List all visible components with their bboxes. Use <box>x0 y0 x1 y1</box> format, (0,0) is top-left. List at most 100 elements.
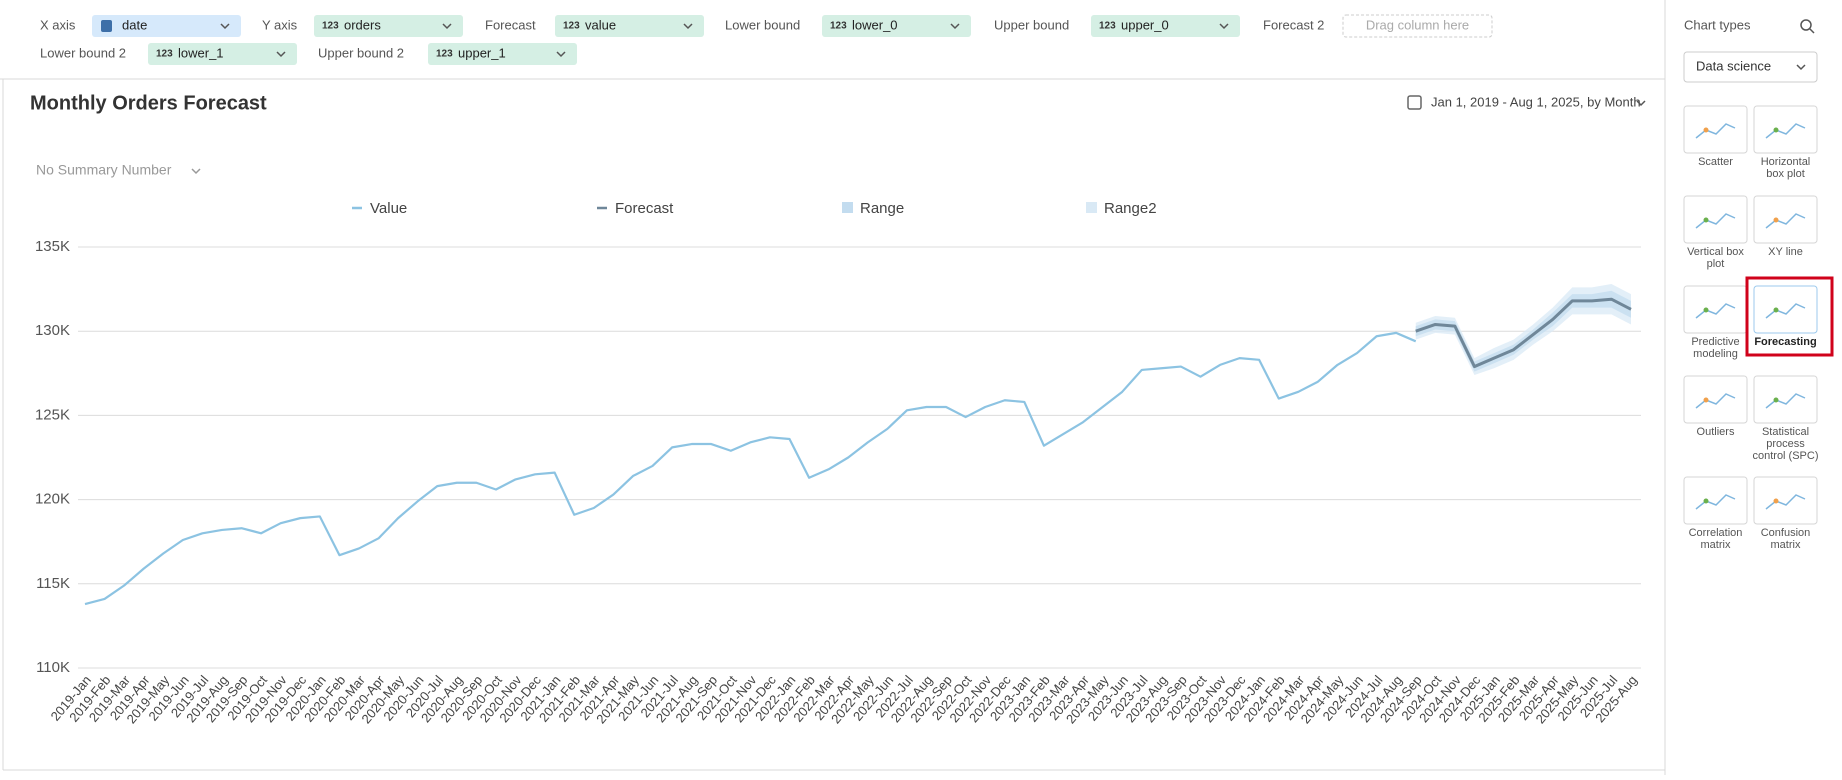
pill-bg <box>92 15 241 37</box>
type-icon: 123 <box>830 21 847 32</box>
y-tick-label: 125K <box>35 406 70 423</box>
search-icon[interactable] <box>1800 19 1815 34</box>
field-pill[interactable]: date <box>92 15 241 37</box>
date-range: Jan 1, 2019 - Aug 1, 2025, by Month <box>1431 94 1641 109</box>
tile-icon <box>1765 123 1806 139</box>
type-icon: 123 <box>563 21 580 32</box>
tile-box <box>1683 375 1748 424</box>
tile-box <box>1753 105 1818 154</box>
field-value: value <box>585 17 616 32</box>
dropdown-box <box>1683 51 1818 83</box>
chart-type-tile[interactable]: Outliers <box>1683 375 1748 438</box>
type-icon: 123 <box>156 49 173 60</box>
pill-bg <box>822 15 971 37</box>
chevron <box>1796 64 1806 71</box>
tile-label: Vertical box <box>1687 246 1744 258</box>
field-pill[interactable]: 123 lower_0 <box>822 15 971 37</box>
search-glass <box>1800 19 1812 31</box>
chart-type-tile[interactable]: XY line <box>1753 195 1818 258</box>
field-pill[interactable]: 123 upper_0 <box>1091 15 1240 37</box>
y-tick-label: 115K <box>36 575 70 592</box>
tile-icon <box>1695 303 1736 319</box>
legend-item[interactable]: Value <box>352 200 407 217</box>
legend-item[interactable]: Range2 <box>1086 200 1157 217</box>
tile-icon <box>1695 213 1736 229</box>
field-label: Upper bound 2 <box>318 45 404 60</box>
type-icon: 123 <box>1099 21 1116 32</box>
chevron <box>191 168 201 175</box>
line-value <box>84 331 1417 606</box>
tile-icon-dot <box>1773 397 1779 403</box>
chart-title: Monthly Orders Forecast <box>30 92 267 114</box>
pill-bg <box>555 15 704 37</box>
y-tick-label: 110K <box>36 659 70 676</box>
type-icon: 123 <box>322 21 339 32</box>
date-range-picker[interactable]: Jan 1, 2019 - Aug 1, 2025, by Month <box>1407 94 1646 110</box>
field-label: Upper bound <box>994 17 1069 32</box>
field-value: upper_0 <box>1121 17 1169 32</box>
y-tick-label: 135K <box>35 238 70 255</box>
chart-type-tile[interactable]: Scatter <box>1683 105 1748 168</box>
field-label: Lower bound 2 <box>40 45 126 60</box>
legend-swatch <box>842 202 853 213</box>
category-dropdown[interactable]: Data science <box>1683 51 1818 83</box>
chevron <box>442 23 452 30</box>
tile-label: Statistical <box>1762 426 1809 438</box>
tile-label: XY line <box>1768 246 1803 258</box>
tile-icon-dot <box>1703 397 1709 403</box>
legend-swatch <box>1086 202 1097 213</box>
chevron <box>276 51 286 58</box>
field-value: lower_1 <box>178 45 224 60</box>
tile-icon-dot <box>1703 307 1709 313</box>
tile-box <box>1683 476 1748 525</box>
chart-type-tile[interactable]: Forecasting <box>1745 276 1834 357</box>
tile-box <box>1753 195 1818 244</box>
tile-box <box>1753 476 1818 525</box>
tile-icon-dot <box>1773 217 1779 223</box>
tile-label: Confusion <box>1761 527 1811 539</box>
tile-label: Correlation <box>1689 527 1743 539</box>
field-label: X axis <box>40 17 76 32</box>
legend-label: Forecast <box>615 200 674 217</box>
field-value: date <box>122 17 147 32</box>
tile-icon-dot <box>1773 307 1779 313</box>
tile-label: Scatter <box>1698 156 1733 168</box>
tile-label: plot <box>1707 258 1725 270</box>
tile-label: matrix <box>1771 539 1801 551</box>
type-icon: 123 <box>436 49 453 60</box>
pill-bg <box>1091 15 1240 37</box>
field-pill[interactable]: 123 upper_1 <box>428 43 577 65</box>
legend-item[interactable]: Forecast <box>597 200 674 217</box>
pill-bg <box>428 43 577 65</box>
calendar-icon <box>101 20 112 32</box>
placeholder: Drag column here <box>1366 17 1469 32</box>
tile-label: control (SPC) <box>1752 450 1818 462</box>
tile-box <box>1683 195 1748 244</box>
tile-label: modeling <box>1693 348 1738 360</box>
tile-icon <box>1695 123 1736 139</box>
field-pill[interactable]: 123 value <box>555 15 704 37</box>
calendar-icon <box>1407 95 1422 110</box>
tile-label: matrix <box>1701 539 1731 551</box>
field-label: Forecast 2 <box>1263 17 1324 32</box>
band-range <box>1415 290 1631 372</box>
field-pill[interactable]: 123 orders <box>314 15 463 37</box>
field-pill[interactable]: Drag column here <box>1342 14 1493 38</box>
selection-highlight <box>1745 276 1834 357</box>
drop-zone <box>1342 14 1493 38</box>
tile-icon <box>1765 393 1806 409</box>
legend-label: Range <box>860 200 904 217</box>
tile-icon-dot <box>1773 498 1779 504</box>
summary-selector[interactable]: No Summary Number <box>36 162 201 178</box>
legend-item[interactable]: Range <box>842 200 904 217</box>
tile-icon-dot <box>1703 127 1709 133</box>
field-pill[interactable]: 123 lower_1 <box>148 43 297 65</box>
